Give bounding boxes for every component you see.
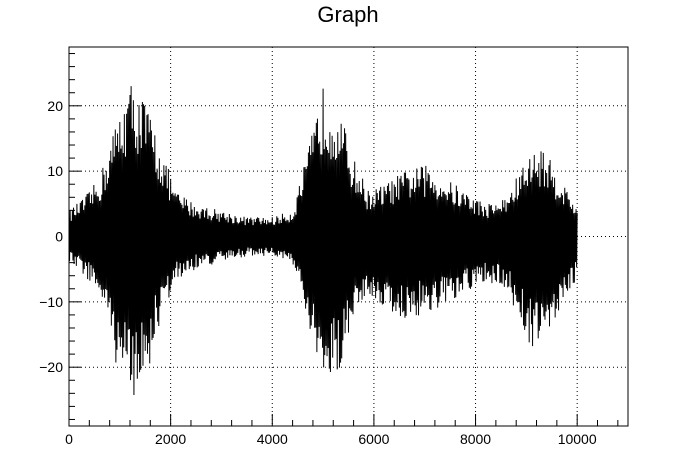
x-tick-label: 8000 (460, 431, 491, 447)
x-tick-label: 6000 (358, 431, 389, 447)
x-tick-label: 10000 (558, 431, 597, 447)
y-tick-label: −20 (39, 359, 63, 375)
y-tick-label: −10 (39, 294, 63, 310)
signal-line (68, 86, 578, 395)
y-tick-label: 10 (47, 163, 63, 179)
x-tick-label: 2000 (155, 431, 186, 447)
x-tick-label: 0 (65, 431, 73, 447)
series-layer (68, 86, 578, 395)
axis-layer: 0 2000 4000 6000 8000 10000 −20 −10 0 10 20 (39, 46, 629, 447)
chart-title: Graph (317, 2, 378, 27)
y-tick-label: 0 (55, 229, 63, 245)
y-tick-label: 20 (47, 98, 63, 114)
x-tick-label: 4000 (257, 431, 288, 447)
